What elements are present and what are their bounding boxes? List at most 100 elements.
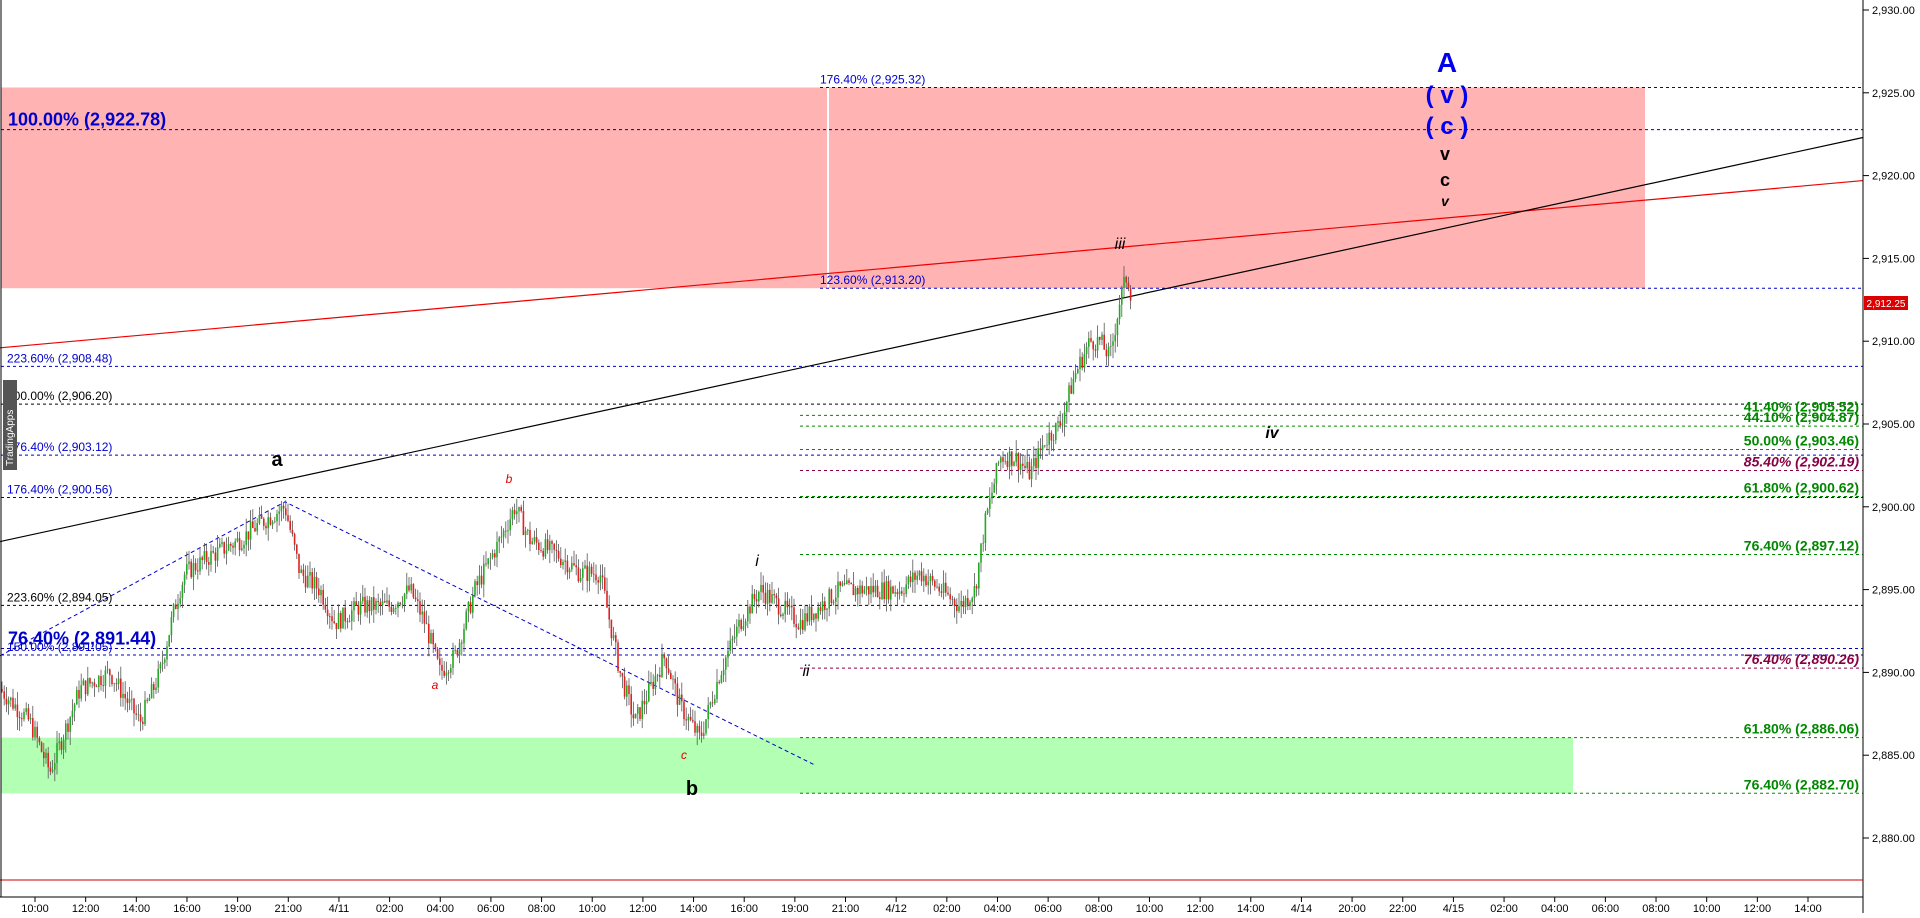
candle-body [733, 636, 736, 639]
candle-body [12, 697, 14, 709]
candle-body [40, 742, 43, 752]
candle-body [507, 530, 509, 532]
candle-body [749, 606, 751, 614]
candle-body [267, 517, 269, 529]
candle-body [458, 642, 461, 656]
candle-body [909, 576, 912, 583]
candle-body [91, 682, 93, 684]
x-tick-label: 16:00 [730, 903, 758, 913]
candle-body [234, 541, 236, 548]
candle-body [34, 726, 36, 738]
candle-body [962, 600, 965, 607]
candle-body [368, 600, 371, 612]
candle-body [881, 582, 883, 599]
candle-body [73, 704, 76, 711]
candle-body [564, 560, 566, 562]
candle-body [1125, 276, 1127, 283]
candle-body [1026, 461, 1028, 469]
candle-body [1011, 451, 1013, 466]
candle-body [1028, 461, 1031, 480]
candle-body [520, 507, 522, 512]
candle-body [241, 548, 243, 551]
candle-body [557, 550, 560, 559]
candle-body [346, 621, 349, 623]
candle-body [1030, 466, 1033, 480]
candle-body [542, 550, 544, 557]
x-tick-label: 08:00 [1642, 903, 1670, 913]
candle-body [142, 721, 144, 725]
candle-body [258, 514, 261, 524]
candle-body [124, 693, 126, 699]
candle-body [441, 664, 443, 671]
candle-body [1105, 349, 1108, 357]
candle-body [841, 583, 844, 586]
candle-body [511, 510, 514, 520]
candle-body [117, 678, 120, 685]
candle-body [183, 574, 186, 585]
candle-body [753, 593, 756, 600]
x-tick-label: 19:00 [781, 903, 809, 913]
candle-body [84, 680, 87, 695]
candle-body [879, 597, 881, 599]
candle-body [951, 599, 954, 601]
candle-body [788, 605, 791, 608]
candle-body [956, 606, 958, 612]
candle-body [643, 700, 646, 705]
x-tick-label: 06:00 [477, 903, 505, 913]
candle-body [18, 717, 21, 719]
candle-body [331, 616, 333, 622]
candle-body [775, 595, 778, 599]
candle-body [199, 557, 201, 572]
candle-body [164, 659, 166, 663]
candle-body [236, 538, 239, 542]
candle-body [986, 509, 989, 514]
candle-body [654, 676, 657, 689]
y-tick-label: 2,910.00 [1872, 336, 1915, 348]
candle-body [148, 698, 151, 701]
x-tick-label: 22:00 [1389, 903, 1417, 913]
support-zone [1, 737, 1573, 794]
candle-body [32, 718, 34, 738]
x-tick-label: 06:00 [1592, 903, 1620, 913]
candle-body [817, 607, 819, 619]
candle-body [166, 646, 168, 660]
candle-body [758, 591, 760, 602]
candle-body [1057, 421, 1059, 424]
candle-body [494, 553, 496, 558]
candle-body [929, 576, 932, 582]
candle-body [87, 678, 89, 695]
candle-body [637, 707, 639, 714]
candle-body [78, 689, 80, 699]
fib-label: 76.40% (2,882.70) [1744, 776, 1859, 792]
candle-body [1072, 378, 1075, 394]
x-tick-label: 4/14 [1291, 903, 1312, 913]
candle-body [612, 635, 615, 639]
candle-body [285, 508, 287, 516]
candle-body [615, 635, 617, 643]
candle-body [626, 685, 628, 697]
candle-body [703, 733, 705, 736]
candle-body [282, 505, 285, 509]
candle-body [296, 544, 298, 554]
candle-body [700, 732, 703, 736]
y-tick-label: 2,920.00 [1872, 171, 1915, 183]
candle-body [718, 681, 720, 683]
candle-body [839, 581, 841, 586]
candle-body [230, 543, 232, 546]
candle-body [359, 601, 362, 615]
candle-body [799, 620, 802, 630]
candle-body [115, 683, 118, 685]
x-tick-label: 12:00 [629, 903, 657, 913]
candle-body [293, 533, 296, 545]
candle-body [179, 598, 181, 604]
fib-label: 76.40% (2,891.44) [8, 629, 156, 649]
candle-body [364, 596, 366, 613]
candle-body [876, 585, 879, 598]
candle-body [1103, 334, 1105, 350]
candle-body [571, 563, 573, 570]
candle-body [1074, 373, 1077, 379]
candle-body [577, 567, 580, 582]
candle-body [155, 687, 157, 691]
